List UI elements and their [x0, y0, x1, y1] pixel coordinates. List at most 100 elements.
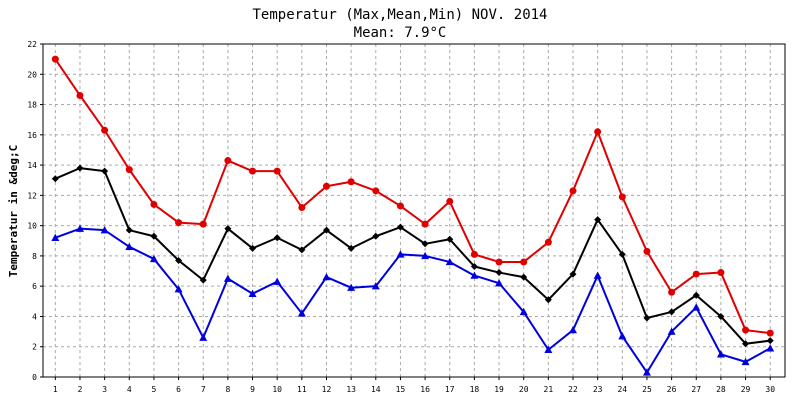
data-point: [224, 157, 232, 165]
data-point: [249, 167, 257, 175]
plot-frame: [42, 43, 786, 378]
y-tick-label: 12: [27, 191, 37, 200]
data-point: [100, 226, 109, 234]
data-point: [692, 270, 700, 278]
x-tick-label: 10: [272, 385, 282, 394]
data-point: [347, 178, 355, 186]
chart-title: Temperatur (Max,Mean,Min) NOV. 2014: [252, 7, 547, 23]
series-line: [54, 167, 771, 345]
data-point: [249, 244, 257, 252]
data-point: [445, 257, 454, 266]
data-point: [643, 247, 651, 255]
data-point: [175, 219, 183, 227]
y-tick-label: 0: [32, 373, 37, 382]
data-point: [297, 309, 306, 317]
x-tick-label: 6: [176, 385, 181, 394]
x-tick-label: 27: [691, 385, 701, 394]
data-point: [766, 329, 774, 337]
y-tick-label: 20: [27, 70, 37, 79]
x-tick-label: 2: [78, 385, 83, 394]
data-point: [372, 232, 380, 240]
data-point: [569, 270, 577, 278]
data-point: [421, 220, 429, 228]
data-point: [742, 340, 750, 348]
x-tick-label: 12: [322, 385, 332, 394]
data-point: [667, 327, 676, 335]
series-group: [51, 55, 775, 376]
data-point: [593, 271, 602, 279]
x-tick-label: 13: [346, 385, 356, 394]
data-point: [322, 182, 330, 190]
y-tick-label: 10: [27, 222, 37, 231]
data-point: [125, 226, 133, 234]
data-point: [125, 242, 134, 251]
data-point: [520, 273, 528, 281]
data-point: [692, 291, 700, 299]
data-point: [643, 314, 651, 322]
y-tick-label: 14: [27, 161, 37, 170]
data-point: [569, 187, 577, 195]
y-tick-label: 16: [27, 131, 37, 140]
data-point: [347, 244, 355, 252]
series-1: [51, 55, 774, 337]
y-tick-label: 6: [32, 282, 37, 291]
data-point: [668, 308, 676, 316]
series-2: [51, 164, 774, 348]
data-point: [75, 224, 84, 232]
x-tick-label: 11: [297, 385, 307, 394]
data-point: [322, 226, 330, 234]
data-point: [618, 250, 626, 258]
data-point: [495, 258, 503, 266]
series-line: [54, 58, 771, 335]
x-tick-label: 8: [225, 385, 230, 394]
data-point: [273, 234, 281, 242]
data-point: [298, 203, 306, 211]
x-tick-label: 9: [250, 385, 255, 394]
x-tick-label: 25: [642, 385, 652, 394]
data-point: [51, 55, 59, 63]
data-point: [618, 332, 627, 340]
x-tick-label: 7: [201, 385, 206, 394]
data-point: [150, 232, 158, 240]
data-point: [101, 126, 109, 134]
y-tick-label: 2: [32, 343, 37, 352]
data-point: [470, 250, 478, 258]
x-tick-label: 20: [519, 385, 529, 394]
data-point: [668, 288, 676, 296]
x-tick-label: 21: [544, 385, 554, 394]
data-point: [273, 277, 282, 285]
data-point: [421, 240, 429, 248]
x-tick-label: 14: [371, 385, 381, 394]
data-point: [495, 279, 504, 287]
data-point: [544, 238, 552, 246]
data-point: [594, 128, 602, 136]
x-tick-label: 26: [667, 385, 677, 394]
data-point: [766, 337, 774, 345]
data-point: [371, 282, 380, 290]
grid: [43, 43, 785, 377]
y-tick-label: 18: [27, 101, 37, 110]
y-tick-label: 8: [32, 252, 37, 261]
data-point: [199, 276, 207, 284]
data-point: [174, 285, 183, 293]
data-point: [199, 333, 208, 341]
data-point: [149, 254, 158, 263]
x-tick-label: 16: [420, 385, 430, 394]
data-point: [101, 167, 109, 175]
data-point: [544, 345, 553, 353]
data-point: [692, 303, 701, 311]
data-point: [248, 289, 257, 297]
data-point: [495, 269, 503, 277]
x-tick-label: 17: [445, 385, 455, 394]
x-tick-label: 29: [741, 385, 751, 394]
data-point: [642, 368, 651, 376]
x-tick-label: 4: [127, 385, 132, 394]
x-tick-label: 24: [617, 385, 627, 394]
data-point: [544, 296, 552, 304]
data-point: [396, 223, 404, 231]
data-point: [741, 357, 750, 366]
data-point: [396, 250, 405, 258]
data-point: [51, 175, 59, 183]
